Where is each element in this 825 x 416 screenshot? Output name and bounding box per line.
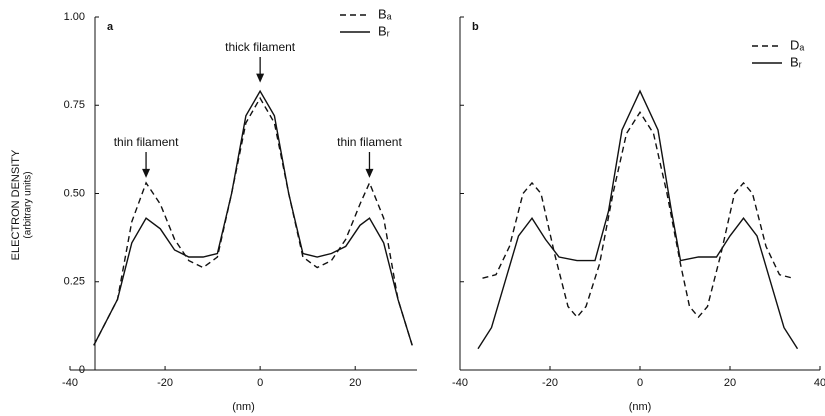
legend-label: Bₐ — [378, 6, 392, 21]
y-tick-label: 1.00 — [64, 11, 85, 23]
y-tick-label: 0.50 — [64, 187, 85, 199]
x-tick-label: 20 — [349, 377, 361, 389]
annotation: thin filament — [337, 135, 402, 149]
density-curve — [93, 89, 413, 346]
legend-label: Bᵣ — [378, 23, 390, 38]
density-curve — [482, 110, 794, 319]
panel-label: b — [472, 21, 479, 33]
x-tick-label: -40 — [62, 377, 78, 389]
x-tick-label: 40 — [814, 377, 825, 389]
x-axis-label: (nm) — [232, 401, 255, 413]
x-tick-label: 0 — [637, 377, 643, 389]
y-tick-label: 0.25 — [64, 276, 85, 288]
x-axis-label: (nm) — [629, 401, 652, 413]
y-axis-label: (arbitrary units) — [23, 171, 34, 238]
annotation: thick filament — [225, 40, 296, 54]
annotation: thin filament — [114, 135, 179, 149]
legend-label: Dₐ — [790, 37, 804, 52]
density-curve — [93, 96, 413, 346]
legend-label: Bᵣ — [790, 54, 802, 69]
y-tick-label: 0 — [79, 364, 85, 376]
density-curve — [477, 89, 799, 350]
x-tick-label: 20 — [724, 377, 736, 389]
arrow-head — [142, 168, 151, 178]
y-axis-label: ELECTRON DENSITY — [10, 149, 22, 260]
x-tick-label: 0 — [257, 377, 263, 389]
x-tick-label: -20 — [157, 377, 173, 389]
x-tick-label: -40 — [452, 377, 468, 389]
arrow-head — [365, 168, 374, 178]
y-tick-label: 0.75 — [64, 99, 85, 111]
x-tick-label: -20 — [542, 377, 558, 389]
panel-label: a — [107, 21, 114, 33]
arrow-head — [256, 73, 265, 83]
